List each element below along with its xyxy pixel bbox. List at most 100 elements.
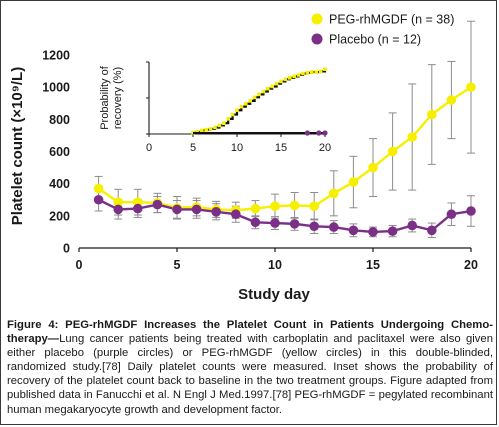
inset-peg-rhmgdf-point (195, 130, 200, 134)
inset-y-axis-label: Probability ofrecovery (%) (99, 65, 124, 130)
peg-rhmgdf-point (446, 95, 457, 105)
caption-label: Figure 4: PEG-rhMGDF Increases the Plate… (7, 319, 493, 346)
peg-rhmgdf-point (368, 162, 378, 173)
placebo-point (466, 206, 476, 216)
inset-x-tick-label: 10 (231, 142, 243, 154)
inset-peg-rhmgdf-point (310, 70, 314, 74)
placebo-legend-label: Placebo (n = 12) (329, 33, 421, 47)
peg-rhmgdf-point (309, 201, 320, 211)
inset-peg-rhmgdf-point (261, 89, 266, 94)
inset-peg-rhmgdf-point (305, 71, 310, 75)
inset-x-tick-label: 0 (146, 142, 152, 154)
placebo-point (368, 227, 378, 237)
peg-rhmgdf-point (93, 183, 104, 194)
placebo-point (309, 221, 320, 232)
peg-rhmgdf-point (250, 203, 261, 214)
y-tick-label: 400 (49, 177, 70, 191)
inset-peg-rhmgdf-point (296, 73, 301, 77)
placebo-point (211, 207, 221, 217)
inset-placebo-point (322, 130, 328, 136)
placebo-point (191, 204, 202, 215)
peg-rhmgdf-point (289, 200, 300, 211)
y-tick-label: 200 (49, 209, 70, 223)
inset-peg-rhmgdf-point (222, 121, 226, 125)
legend: PEG-rhMGDF (n = 38) Placebo (n = 12) (311, 13, 454, 47)
inset-peg-rhmgdf-point (244, 101, 248, 106)
inset-y-axis-label-line: Probability of (99, 65, 111, 130)
placebo-point (172, 204, 182, 215)
inset-y-axis-label-line: recovery (%) (112, 67, 124, 129)
inset-peg-rhmgdf-point (200, 128, 204, 133)
inset-peg-rhmgdf-point (270, 84, 274, 89)
placebo-legend-marker (311, 33, 323, 45)
y-axis-label: Platelet count (×10⁹/L) (9, 67, 26, 225)
inset-peg-rhmgdf-step-line (191, 69, 327, 134)
caption-text: Lung cancer patients being treated with … (7, 333, 493, 416)
placebo-point (152, 199, 163, 210)
placebo-point (329, 222, 339, 232)
inset-x-tick-label: 15 (275, 142, 287, 154)
inset-peg-rhmgdf-point (208, 127, 213, 131)
y-tick-label: 1000 (42, 81, 70, 95)
inset-peg-rhmgdf-point (239, 104, 244, 109)
peg-rhmgdf-point (407, 132, 418, 142)
peg-rhmgdf-point (427, 109, 437, 120)
main-series-points (93, 82, 476, 237)
inset-x-tick-label: 20 (319, 142, 331, 154)
placebo-point (427, 225, 437, 236)
placebo-point (446, 209, 457, 220)
inset-peg-rhmgdf-point (314, 70, 318, 74)
inset-peg-rhmgdf-point (213, 125, 217, 130)
inset-peg-rhmgdf-point (301, 71, 305, 76)
figure-caption: Figure 4: PEG-rhMGDF Increases the Plate… (7, 318, 493, 417)
placebo-point (387, 226, 398, 236)
placebo-point (407, 220, 418, 231)
placebo-point (348, 225, 359, 236)
inset-peg-rhmgdf-point (248, 99, 252, 103)
peg-rhmgdf-point (270, 201, 280, 211)
inset-peg-rhmgdf-point (204, 127, 208, 132)
inset-peg-rhmgdf-point (283, 77, 288, 82)
x-tick-label: 5 (174, 258, 181, 272)
inset-placebo-point (304, 130, 310, 136)
placebo-point (250, 217, 261, 228)
placebo-point (289, 219, 300, 229)
x-tick-label: 0 (76, 258, 83, 272)
y-tick-label: 600 (49, 145, 70, 159)
y-tick-label: 0 (63, 242, 70, 256)
inset-peg-rhmgdf-point (274, 81, 279, 86)
peg-rhmgdf-point (329, 188, 339, 199)
y-tick-label: 800 (49, 113, 70, 127)
placebo-point (133, 203, 143, 214)
inset-peg-rhmgdf-point (235, 108, 239, 113)
x-tick-label: 15 (366, 258, 380, 272)
inset-peg-rhmgdf-point (252, 95, 257, 100)
placebo-point (113, 204, 123, 215)
peg-rhmgdf-legend-marker (311, 13, 323, 25)
inset-peg-rhmgdf-point (279, 79, 283, 84)
main-series-lines (97, 86, 472, 234)
inset-peg-rhmgdf-point (257, 92, 261, 97)
placebo-point (270, 218, 280, 228)
peg-rhmgdf-point (113, 197, 123, 207)
y-tick-label: 1200 (42, 49, 70, 63)
peg-rhmgdf-point (348, 177, 359, 187)
peg-rhmgdf-legend-label: PEG-rhMGDF (n = 38) (329, 13, 454, 27)
recovery-inset: 0 5 10 15 20 Probability ofrecovery (%) (99, 61, 331, 154)
peg-rhmgdf-point (466, 82, 476, 92)
x-tick-label: 20 (464, 258, 478, 272)
peg-rhmgdf-point (387, 146, 398, 157)
x-axis-label: Study day (238, 286, 310, 303)
inset-peg-rhmgdf-point (292, 74, 296, 79)
inset-x-tick-label: 5 (190, 142, 196, 154)
placebo-point (93, 194, 104, 205)
inset-peg-rhmgdf-point (217, 123, 222, 128)
x-tick-label: 10 (268, 258, 282, 272)
inset-peg-rhmgdf-point (226, 117, 230, 121)
inset-placebo-point (316, 130, 322, 136)
placebo-point (231, 209, 241, 220)
inset-peg-rhmgdf-point (318, 69, 323, 74)
